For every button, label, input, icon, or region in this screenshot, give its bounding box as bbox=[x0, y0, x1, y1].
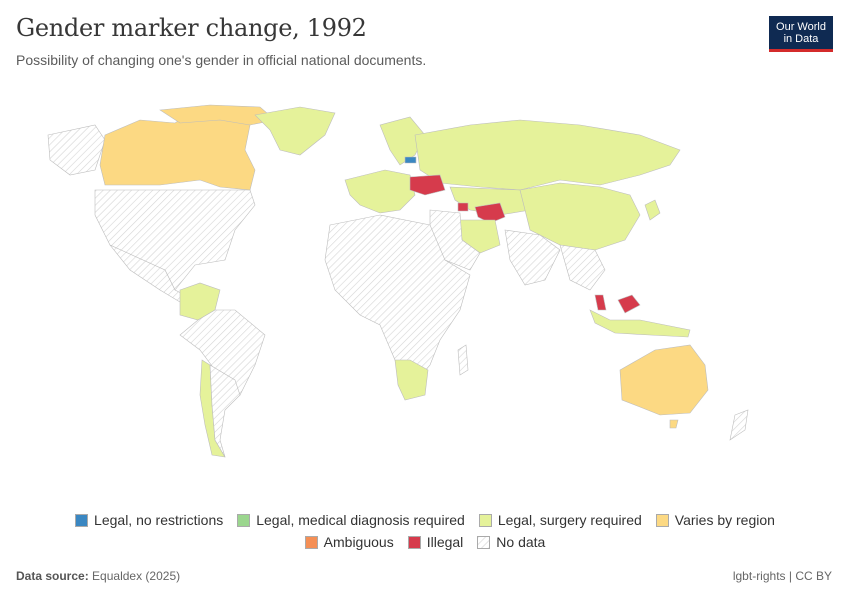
country-indonesia[interactable] bbox=[589, 309, 691, 338]
legend-swatch-illegal bbox=[407, 535, 421, 549]
country-malaysia-east[interactable] bbox=[617, 294, 641, 314]
country-madagascar[interactable] bbox=[457, 344, 469, 376]
logo-line-1: Our World bbox=[776, 21, 826, 33]
legend-swatch-ambiguous bbox=[304, 535, 318, 549]
license-link[interactable]: lgbt-rights | CC BY bbox=[732, 569, 832, 583]
legend-row-2: Ambiguous Illegal No data bbox=[0, 534, 850, 550]
country-europe-west[interactable] bbox=[344, 169, 416, 214]
country-japan[interactable] bbox=[644, 199, 661, 221]
country-se-asia[interactable] bbox=[559, 244, 606, 291]
legend-item[interactable]: Legal, no restrictions bbox=[75, 512, 223, 528]
data-source-label: Data source: bbox=[16, 569, 89, 583]
legend-label: Legal, surgery required bbox=[497, 512, 642, 528]
legend-row-1: Legal, no restrictions Legal, medical di… bbox=[0, 512, 850, 528]
country-ukraine[interactable] bbox=[409, 174, 446, 196]
country-russia[interactable] bbox=[414, 119, 681, 191]
world-map[interactable] bbox=[0, 95, 850, 495]
logo-line-2: in Data bbox=[783, 33, 819, 45]
legend-item[interactable]: Varies by region bbox=[655, 512, 775, 528]
legend-label: Illegal bbox=[426, 534, 464, 550]
map-legend: Legal, no restrictions Legal, medical di… bbox=[0, 512, 850, 556]
country-scandinavia[interactable] bbox=[379, 116, 426, 166]
chart-subtitle: Possibility of changing one's gender in … bbox=[16, 52, 427, 68]
country-turkmenistan[interactable] bbox=[474, 202, 506, 224]
country-south-africa[interactable] bbox=[394, 359, 429, 401]
legend-item[interactable]: Legal, surgery required bbox=[478, 512, 642, 528]
legend-label: No data bbox=[496, 534, 546, 550]
chart-title: Gender marker change, 1992 bbox=[16, 14, 367, 42]
country-india[interactable] bbox=[504, 229, 561, 286]
legend-swatch-varies bbox=[655, 513, 669, 527]
legend-swatch-legal-medical bbox=[237, 513, 251, 527]
country-malaysia-west[interactable] bbox=[594, 294, 607, 311]
country-sweden[interactable] bbox=[404, 156, 417, 164]
legend-swatch-legal-surgery bbox=[478, 513, 492, 527]
legend-item[interactable]: Legal, medical diagnosis required bbox=[237, 512, 465, 528]
legend-label: Varies by region bbox=[674, 512, 775, 528]
legend-swatch-no-data bbox=[477, 535, 491, 549]
data-source: Data source: Equaldex (2025) bbox=[16, 569, 180, 583]
legend-label: Ambiguous bbox=[323, 534, 394, 550]
owid-logo[interactable]: Our World in Data bbox=[769, 16, 833, 52]
country-africa[interactable] bbox=[324, 214, 471, 396]
country-caucasus[interactable] bbox=[457, 202, 469, 212]
legend-item[interactable]: No data bbox=[477, 534, 545, 550]
legend-label: Legal, no restrictions bbox=[94, 512, 224, 528]
country-new-zealand[interactable] bbox=[729, 409, 749, 441]
data-source-value[interactable]: Equaldex (2025) bbox=[92, 569, 181, 583]
country-usa[interactable] bbox=[94, 189, 256, 291]
country-alaska[interactable] bbox=[47, 124, 106, 176]
legend-item[interactable]: Ambiguous bbox=[304, 534, 394, 550]
legend-swatch-legal-no-restrictions bbox=[75, 513, 89, 527]
country-argentina[interactable] bbox=[209, 364, 241, 458]
country-china[interactable] bbox=[519, 182, 641, 251]
legend-item[interactable]: Illegal bbox=[407, 534, 464, 550]
legend-label: Legal, medical diagnosis required bbox=[256, 512, 465, 528]
country-greenland[interactable] bbox=[254, 106, 336, 156]
country-australia[interactable] bbox=[619, 344, 709, 416]
country-tasmania[interactable] bbox=[669, 419, 679, 429]
